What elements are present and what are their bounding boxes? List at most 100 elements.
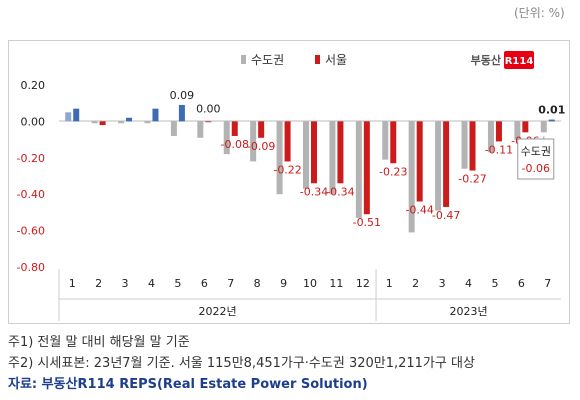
brand-logo-box bbox=[504, 51, 534, 69]
x-tick-label: 1 bbox=[69, 277, 76, 290]
callout-series-label: 수도권 bbox=[521, 145, 551, 158]
brand-logo: 부동산 R114 bbox=[471, 51, 534, 69]
y-tick-label: -0.60 bbox=[17, 225, 45, 238]
x-tick-label: 5 bbox=[491, 277, 498, 290]
bar-metro bbox=[65, 112, 72, 122]
brand-logo-text: R114 bbox=[505, 56, 534, 67]
source-line: 자료: 부동산R114 REPS(Real Estate Power Solut… bbox=[8, 377, 368, 392]
x-tick-label: 5 bbox=[174, 277, 181, 290]
bar-seoul bbox=[469, 121, 476, 171]
bar-seoul bbox=[416, 121, 423, 202]
brand-text: 부동산 bbox=[471, 53, 501, 67]
bar-seoul bbox=[390, 121, 397, 164]
bar-metro bbox=[276, 121, 283, 195]
value-label: -0.08 bbox=[221, 138, 249, 151]
bar-seoul bbox=[495, 121, 502, 142]
chart-panel: 수도권 서울 부동산 R114 0.20 0.00 -0.20 -0.40 -0.60 -… bbox=[8, 40, 570, 324]
chart-legend: 수도권 서울 bbox=[241, 53, 347, 67]
bar-metro bbox=[540, 121, 547, 133]
value-label: -0.47 bbox=[432, 209, 460, 222]
value-label: -0.34 bbox=[326, 185, 354, 198]
bar-metro bbox=[144, 121, 151, 124]
bar-metro bbox=[91, 121, 98, 124]
value-label: 0.09 bbox=[170, 89, 195, 102]
bar-metro bbox=[197, 121, 204, 138]
legend-label-seoul: 서울 bbox=[325, 53, 347, 67]
bar-seoul bbox=[522, 121, 529, 133]
legend-label-metro: 수도권 bbox=[251, 53, 284, 67]
footnotes: 주1) 전월 말 대비 해당월 말 기준 주2) 시세표본: 23년7월 기준.… bbox=[8, 332, 573, 395]
bar-seoul bbox=[126, 117, 133, 122]
value-label: 0.00 bbox=[196, 102, 221, 115]
bar-metro bbox=[223, 121, 230, 155]
x-tick-label: 7 bbox=[544, 277, 551, 290]
x-tick-label: 6 bbox=[518, 277, 525, 290]
value-label: -0.34 bbox=[300, 185, 328, 198]
y-tick-label: -0.80 bbox=[17, 261, 45, 274]
bar-metro bbox=[408, 121, 415, 233]
callout-annotation: 수도권 -0.06 bbox=[517, 136, 555, 180]
value-label: -0.09 bbox=[247, 140, 275, 153]
x-tick-label: 6 bbox=[201, 277, 208, 290]
x-group-label: 2023년 bbox=[449, 305, 487, 318]
x-tick-label: 4 bbox=[465, 277, 472, 290]
x-tick-label: 7 bbox=[227, 277, 234, 290]
bar-metro bbox=[382, 121, 389, 160]
value-labels-layer: 0.090.00 -0.08-0.09 -0.22 -0.34-0.34 -0.51 -0… bbox=[170, 89, 566, 229]
footnote-1: 주1) 전월 말 대비 해당월 말 기준 bbox=[8, 335, 190, 350]
bar-seoul bbox=[548, 119, 555, 122]
bar-seoul bbox=[337, 121, 344, 184]
value-label: -0.23 bbox=[379, 165, 407, 178]
x-tick-label: 2 bbox=[95, 277, 102, 290]
x-tick-label: 10 bbox=[303, 277, 317, 290]
bar-metro bbox=[250, 121, 257, 162]
bar-chart: 수도권 서울 부동산 R114 0.20 0.00 -0.20 -0.40 -0.60 -… bbox=[17, 51, 566, 321]
value-label: -0.44 bbox=[405, 203, 433, 216]
bar-metro bbox=[487, 121, 494, 153]
bar-metro bbox=[118, 121, 125, 124]
bar-seoul bbox=[152, 108, 159, 122]
x-tick-label: 12 bbox=[356, 277, 370, 290]
x-tick-label: 11 bbox=[329, 277, 343, 290]
x-tick-label: 4 bbox=[148, 277, 155, 290]
bar-metro bbox=[329, 121, 336, 195]
legend-swatch-metro bbox=[241, 55, 246, 64]
y-axis: 0.20 0.00 -0.20 -0.40 -0.60 -0.80 bbox=[17, 79, 45, 274]
y-tick-label: -0.40 bbox=[17, 188, 45, 201]
bar-metro bbox=[435, 121, 442, 211]
value-label: 0.01 bbox=[538, 104, 565, 117]
bar-seoul bbox=[443, 121, 450, 207]
x-group-label: 2022년 bbox=[198, 305, 236, 318]
legend-swatch-seoul bbox=[315, 55, 320, 64]
bar-metro bbox=[170, 121, 177, 136]
x-tick-label: 8 bbox=[254, 277, 261, 290]
x-tick-label: 9 bbox=[280, 277, 287, 290]
bar-seoul bbox=[99, 121, 106, 126]
bar-seoul bbox=[73, 108, 80, 122]
bar-metro bbox=[355, 121, 362, 218]
bar-seoul bbox=[284, 121, 291, 162]
value-label: -0.22 bbox=[273, 163, 301, 176]
y-tick-label: -0.20 bbox=[17, 152, 45, 165]
value-label: -0.11 bbox=[485, 143, 513, 156]
bar-metro bbox=[303, 121, 309, 189]
bar-metro bbox=[514, 121, 521, 140]
bar-seoul bbox=[205, 121, 212, 123]
bar-seoul bbox=[178, 105, 185, 122]
value-label: -0.27 bbox=[458, 173, 486, 186]
bar-seoul bbox=[363, 121, 370, 215]
bar-seoul bbox=[311, 121, 317, 184]
callout-value-label: -0.06 bbox=[522, 162, 550, 175]
bar-seoul bbox=[231, 121, 238, 136]
bar-metro bbox=[461, 121, 468, 169]
value-label: -0.51 bbox=[353, 216, 381, 229]
callout-box bbox=[517, 138, 555, 180]
bar-seoul bbox=[258, 121, 265, 138]
x-tick-label: 1 bbox=[386, 277, 393, 290]
x-tick-label: 3 bbox=[439, 277, 446, 290]
bars-layer bbox=[65, 105, 555, 233]
footnote-2: 주2) 시세표본: 23년7월 기준. 서울 115만8,451가구·수도권 3… bbox=[8, 356, 475, 371]
x-tick-label: 2 bbox=[412, 277, 419, 290]
x-tick-label: 3 bbox=[122, 277, 129, 290]
